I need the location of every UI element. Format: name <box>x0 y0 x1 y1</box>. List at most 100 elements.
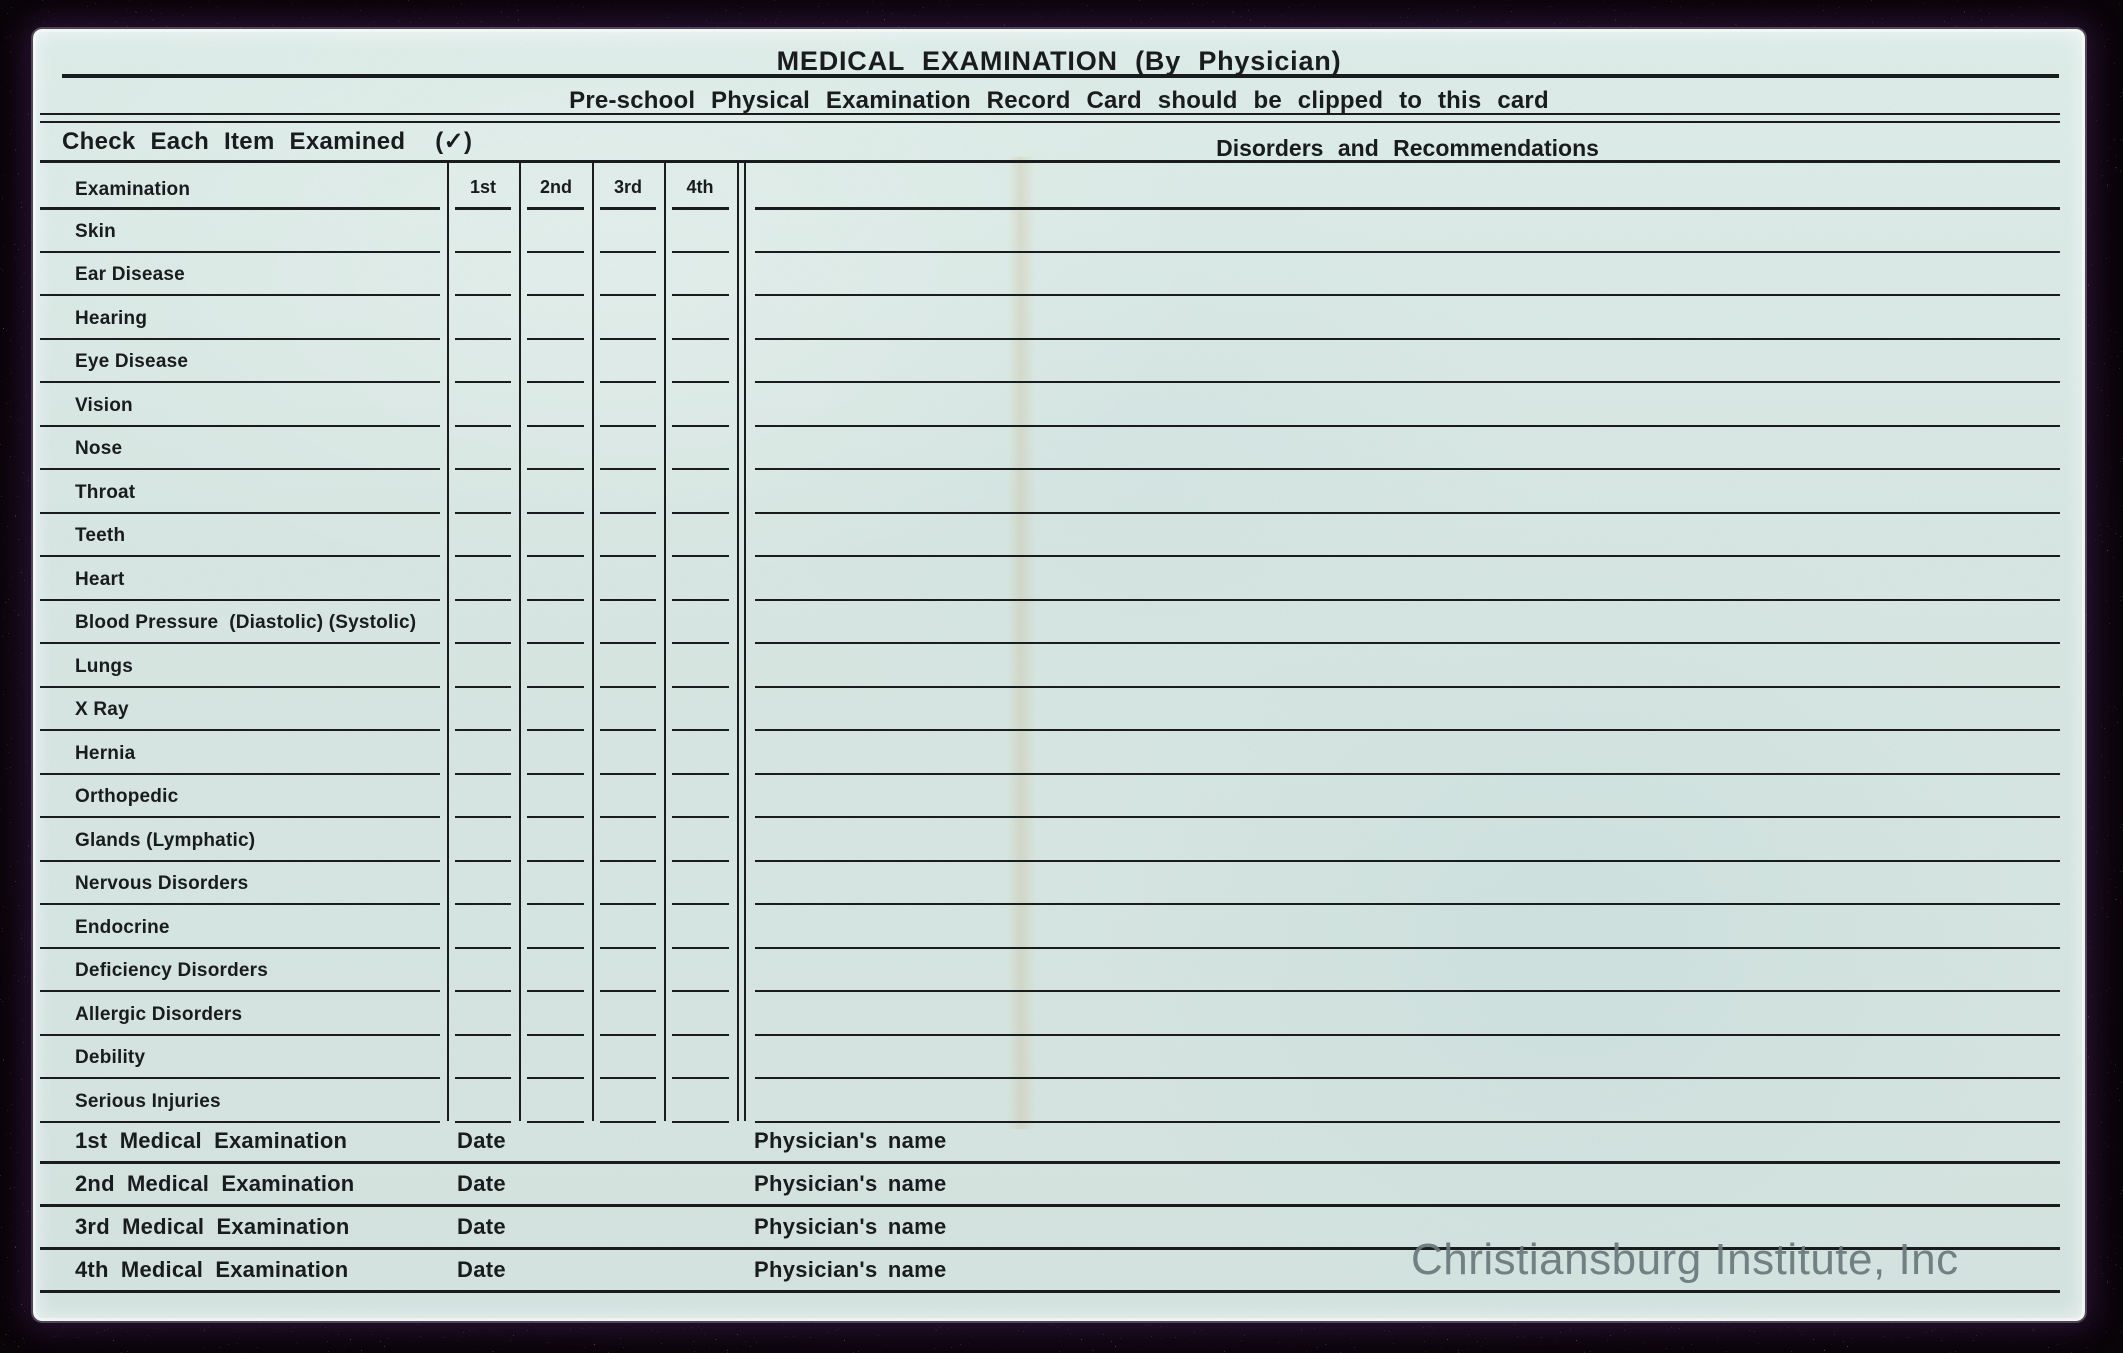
row-label: Allergic Disorders <box>75 1003 243 1025</box>
check-cell-line <box>527 990 584 992</box>
rule-segment <box>40 294 440 296</box>
disorders-writing-line <box>755 468 2060 470</box>
column-header-1st: 1st <box>469 177 496 197</box>
check-cell-line <box>600 468 656 470</box>
disorders-writing-line <box>755 424 2060 427</box>
check-cell-line <box>672 468 729 470</box>
row-label: Serious Injuries <box>75 1090 221 1112</box>
rule-segment <box>40 729 440 731</box>
check-cell-line <box>455 1033 511 1036</box>
rule-segment <box>40 1033 440 1036</box>
check-cell-line <box>527 1077 584 1079</box>
row-label: Blood Pressure (Diastolic) (Systolic) <box>75 612 417 633</box>
medical-record-card: MEDICAL EXAMINATION (By Physician) Pre-s… <box>33 29 2085 1321</box>
disorders-writing-line <box>755 207 2060 210</box>
footer-writing-line <box>40 1247 2060 1250</box>
check-cell-line <box>455 381 511 383</box>
column-divider <box>447 160 449 1121</box>
check-cell-line <box>600 598 656 601</box>
rule-segment <box>40 468 440 470</box>
footer-exam-label: 3rd Medical Examination <box>75 1214 350 1239</box>
check-cell-line <box>600 1077 656 1079</box>
footer-physician-label: Physician's name <box>754 1214 947 1239</box>
rule-segment <box>40 642 440 644</box>
check-cell-line <box>455 729 511 731</box>
check-cell-line <box>672 729 729 731</box>
rule-segment <box>40 685 440 688</box>
rule-segment <box>40 1120 440 1123</box>
check-cell-line <box>600 642 656 644</box>
check-cell-line <box>672 337 729 340</box>
check-cell-line <box>527 946 584 949</box>
row-label: Eye Disease <box>75 351 189 372</box>
check-cell-line <box>600 816 656 818</box>
rule-segment <box>40 859 440 862</box>
check-cell-line <box>455 772 511 775</box>
disorders-writing-line <box>755 381 2060 383</box>
rule-segment <box>40 946 440 949</box>
check-cell-line <box>672 1077 729 1079</box>
check-cell-line <box>455 1077 511 1079</box>
check-cell-line <box>527 511 584 514</box>
row-label: Endocrine <box>75 916 170 938</box>
row-label: Hearing <box>75 307 148 329</box>
rule-segment <box>40 207 440 210</box>
check-cell-line <box>527 294 584 296</box>
check-cell-line <box>672 1120 729 1123</box>
check-cell-line <box>672 990 729 992</box>
row-label: Hernia <box>75 742 136 764</box>
rule-segment <box>40 250 440 253</box>
column-header-2nd: 2nd <box>539 177 572 197</box>
check-cell-line <box>600 990 656 992</box>
check-cell-line <box>455 207 511 210</box>
check-cell-line <box>600 1120 656 1123</box>
footer-exam-label: 4th Medical Examination <box>75 1257 349 1282</box>
row-label: Vision <box>75 394 133 416</box>
check-cell-line <box>455 903 511 905</box>
check-cell-line <box>600 903 656 905</box>
check-cell-line <box>455 337 511 340</box>
column-divider <box>519 160 521 1121</box>
check-cell-line <box>527 250 584 253</box>
check-cell-line <box>455 642 511 644</box>
card-subtitle: Pre-school Physical Examination Record C… <box>569 87 1549 114</box>
disorders-writing-line <box>755 1120 2060 1123</box>
check-cell-line <box>600 294 656 296</box>
check-cell-line <box>672 946 729 949</box>
check-cell-line <box>455 946 511 949</box>
footer-date-label: Date <box>457 1214 506 1239</box>
check-cell-line <box>672 424 729 427</box>
disorders-writing-line <box>755 729 2060 731</box>
check-cell-line <box>527 729 584 731</box>
check-cell-line <box>527 816 584 818</box>
card-title: MEDICAL EXAMINATION (By Physician) <box>776 46 1342 76</box>
row-label: Heart <box>75 568 125 590</box>
check-cell-line <box>672 816 729 818</box>
check-cell-line <box>527 207 584 210</box>
footer-date-label: Date <box>457 1128 506 1153</box>
section-divider-double-line <box>744 160 746 1121</box>
disorders-writing-line <box>755 642 2060 644</box>
archive-watermark: Christiansburg Institute, Inc <box>1411 1235 1959 1284</box>
footer-date-label: Date <box>457 1171 506 1196</box>
disorders-writing-line <box>755 250 2060 253</box>
footer-physician-label: Physician's name <box>754 1257 947 1282</box>
check-cell-line <box>600 729 656 731</box>
rule-segment <box>40 903 440 905</box>
table-top-rule <box>40 160 2060 163</box>
check-cell-line <box>527 1033 584 1036</box>
disorders-writing-line <box>755 946 2060 949</box>
check-cell-line <box>672 1033 729 1036</box>
row-label: Ear Disease <box>75 264 185 285</box>
row-label: Orthopedic <box>75 786 179 807</box>
check-cell-line <box>455 685 511 688</box>
check-cell-line <box>672 903 729 905</box>
check-cell-line <box>527 772 584 775</box>
check-cell-line <box>600 685 656 688</box>
check-cell-line <box>527 337 584 340</box>
rule-segment <box>40 816 440 818</box>
footer-writing-line <box>40 1161 2060 1164</box>
check-cell-line <box>527 903 584 905</box>
row-label: Lungs <box>75 655 133 677</box>
